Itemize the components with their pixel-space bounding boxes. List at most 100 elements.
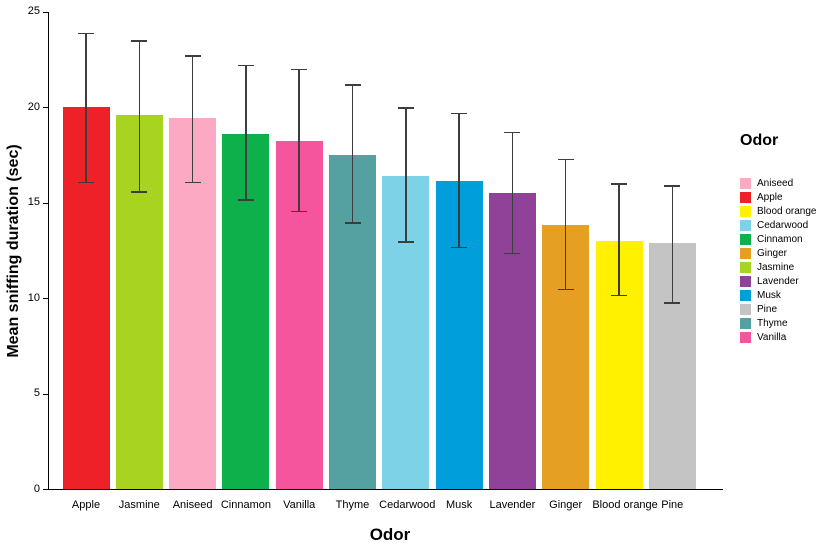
x-tick-label-aniseed: Aniseed	[172, 499, 213, 511]
legend-label-lavender: Lavender	[757, 276, 799, 287]
error-bar-cap-bottom-cedarwood	[397, 241, 414, 243]
error-bar-cap-top-jasmine	[131, 40, 148, 42]
error-bar-line-thyme	[351, 84, 354, 224]
error-bar-cap-top-blood-orange	[611, 183, 627, 185]
y-tick-label: 5	[33, 387, 40, 399]
legend-item-lavender: Lavender	[740, 276, 818, 287]
error-bar-line-apple	[85, 32, 87, 184]
error-bar-cap-top-musk	[451, 112, 468, 115]
error-bar-cap-top-cinnamon	[237, 64, 254, 67]
error-bar-cap-bottom-blood-orange	[611, 294, 627, 297]
legend-label-aniseed: Aniseed	[757, 178, 794, 189]
x-tick-label-apple: Apple	[71, 499, 101, 511]
y-axis-title: Mean sniffing duration (sec)	[5, 144, 22, 358]
legend-swatch-cinnamon	[740, 234, 751, 245]
legend-label-blood-orange: Blood orange	[757, 206, 817, 217]
error-bar-line-lavender	[511, 131, 514, 255]
x-tick-label-cinnamon: Cinnamon	[220, 499, 271, 511]
y-tick-mark	[43, 11, 48, 13]
y-tick-mark	[43, 489, 48, 490]
y-tick-mark	[43, 393, 48, 395]
error-bar-cap-top-thyme	[344, 84, 361, 86]
error-bar-cap-top-cedarwood	[397, 107, 414, 109]
y-tick-label: 20	[27, 100, 40, 113]
legend-swatch-ginger	[740, 248, 751, 259]
x-axis-title: Odor	[369, 525, 411, 544]
x-tick-label-lavender: Lavender	[489, 499, 536, 511]
legend: Odor Aniseed Apple Blood orange Cedarwood Ci…	[740, 132, 818, 346]
legend-label-musk: Musk	[757, 290, 781, 301]
legend-item-pine: Pine	[740, 304, 818, 315]
legend-label-jasmine: Jasmine	[757, 262, 795, 273]
error-bar-line-blood-orange	[618, 183, 620, 297]
legend-items: Aniseed Apple Blood orange Cedarwood Cinnamo…	[740, 178, 818, 343]
legend-swatch-jasmine	[740, 262, 751, 273]
legend-swatch-lavender	[740, 276, 751, 287]
legend-item-apple: Apple	[740, 192, 818, 203]
error-bar-cap-bottom-vanilla	[291, 210, 308, 213]
y-axis-line	[48, 11, 49, 490]
legend-swatch-cedarwood	[740, 220, 751, 231]
y-tick-label: 25	[27, 5, 40, 17]
error-bar-cap-bottom-ginger	[557, 288, 574, 291]
y-tick-mark	[43, 107, 48, 108]
error-bar-cap-top-ginger	[557, 158, 574, 161]
x-axis-line	[48, 489, 723, 490]
legend-item-ginger: Ginger	[740, 248, 818, 259]
x-tick-label-cedarwood: Cedarwood	[379, 499, 436, 511]
error-bar-cap-bottom-cinnamon	[237, 199, 254, 201]
legend-item-cedarwood: Cedarwood	[740, 220, 818, 231]
legend-label-cedarwood: Cedarwood	[757, 220, 809, 231]
error-bar-cap-bottom-musk	[451, 246, 468, 249]
error-bar-cap-top-vanilla	[291, 68, 308, 71]
error-bar-line-aniseed	[191, 55, 194, 184]
error-bar-cap-top-lavender	[504, 131, 521, 134]
legend-label-thyme: Thyme	[757, 318, 788, 329]
x-tick-label-blood-orange: Blood orange	[592, 499, 658, 511]
legend-label-cinnamon: Cinnamon	[757, 234, 803, 245]
legend-swatch-pine	[740, 304, 751, 315]
legend-swatch-thyme	[740, 318, 751, 329]
x-tick-label-thyme: Thyme	[335, 499, 370, 511]
legend-item-cinnamon: Cinnamon	[740, 234, 818, 245]
legend-label-vanilla: Vanilla	[757, 332, 787, 343]
y-tick-label: 15	[27, 196, 40, 208]
legend-swatch-vanilla	[740, 332, 751, 343]
legend-label-pine: Pine	[757, 304, 778, 315]
error-bar-line-jasmine	[138, 40, 141, 193]
legend-item-aniseed: Aniseed	[740, 178, 818, 189]
legend-item-vanilla: Vanilla	[740, 332, 818, 343]
error-bar-cap-bottom-jasmine	[131, 191, 148, 193]
x-tick-label-vanilla: Vanilla	[283, 499, 316, 511]
legend-item-musk: Musk	[740, 290, 818, 301]
legend-item-thyme: Thyme	[740, 318, 818, 329]
error-bar-cap-bottom-aniseed	[184, 181, 201, 184]
x-tick-label-musk: Musk	[445, 499, 473, 511]
error-bar-line-pine	[671, 185, 674, 304]
legend-swatch-blood-orange	[740, 206, 751, 217]
x-tick-label-jasmine: Jasmine	[118, 499, 160, 511]
error-bar-line-ginger	[564, 158, 567, 291]
legend-swatch-aniseed	[740, 178, 751, 189]
y-tick-mark	[43, 202, 48, 204]
error-bar-line-cedarwood	[405, 107, 407, 243]
error-bar-line-vanilla	[298, 68, 300, 213]
error-bar-line-musk	[458, 112, 460, 249]
error-bar-cap-bottom-pine	[664, 302, 681, 304]
y-tick-label: 0	[33, 482, 40, 495]
legend-swatch-musk	[740, 290, 751, 301]
y-tick-mark	[43, 298, 48, 299]
legend-title: Odor	[740, 132, 779, 149]
error-bar-cap-bottom-apple	[78, 181, 94, 184]
legend-label-apple: Apple	[757, 192, 783, 203]
legend-swatch-apple	[740, 192, 751, 203]
legend-item-blood-orange: Blood orange	[740, 206, 818, 217]
error-bar-cap-top-pine	[664, 185, 681, 187]
error-bar-line-cinnamon	[245, 64, 247, 201]
legend-label-ginger: Ginger	[757, 248, 788, 259]
legend-item-jasmine: Jasmine	[740, 262, 818, 273]
y-tick-label: 10	[27, 291, 40, 304]
error-bar-cap-bottom-lavender	[504, 252, 521, 255]
x-tick-label-ginger: Ginger	[549, 499, 583, 511]
error-bar-cap-top-aniseed	[184, 55, 201, 57]
